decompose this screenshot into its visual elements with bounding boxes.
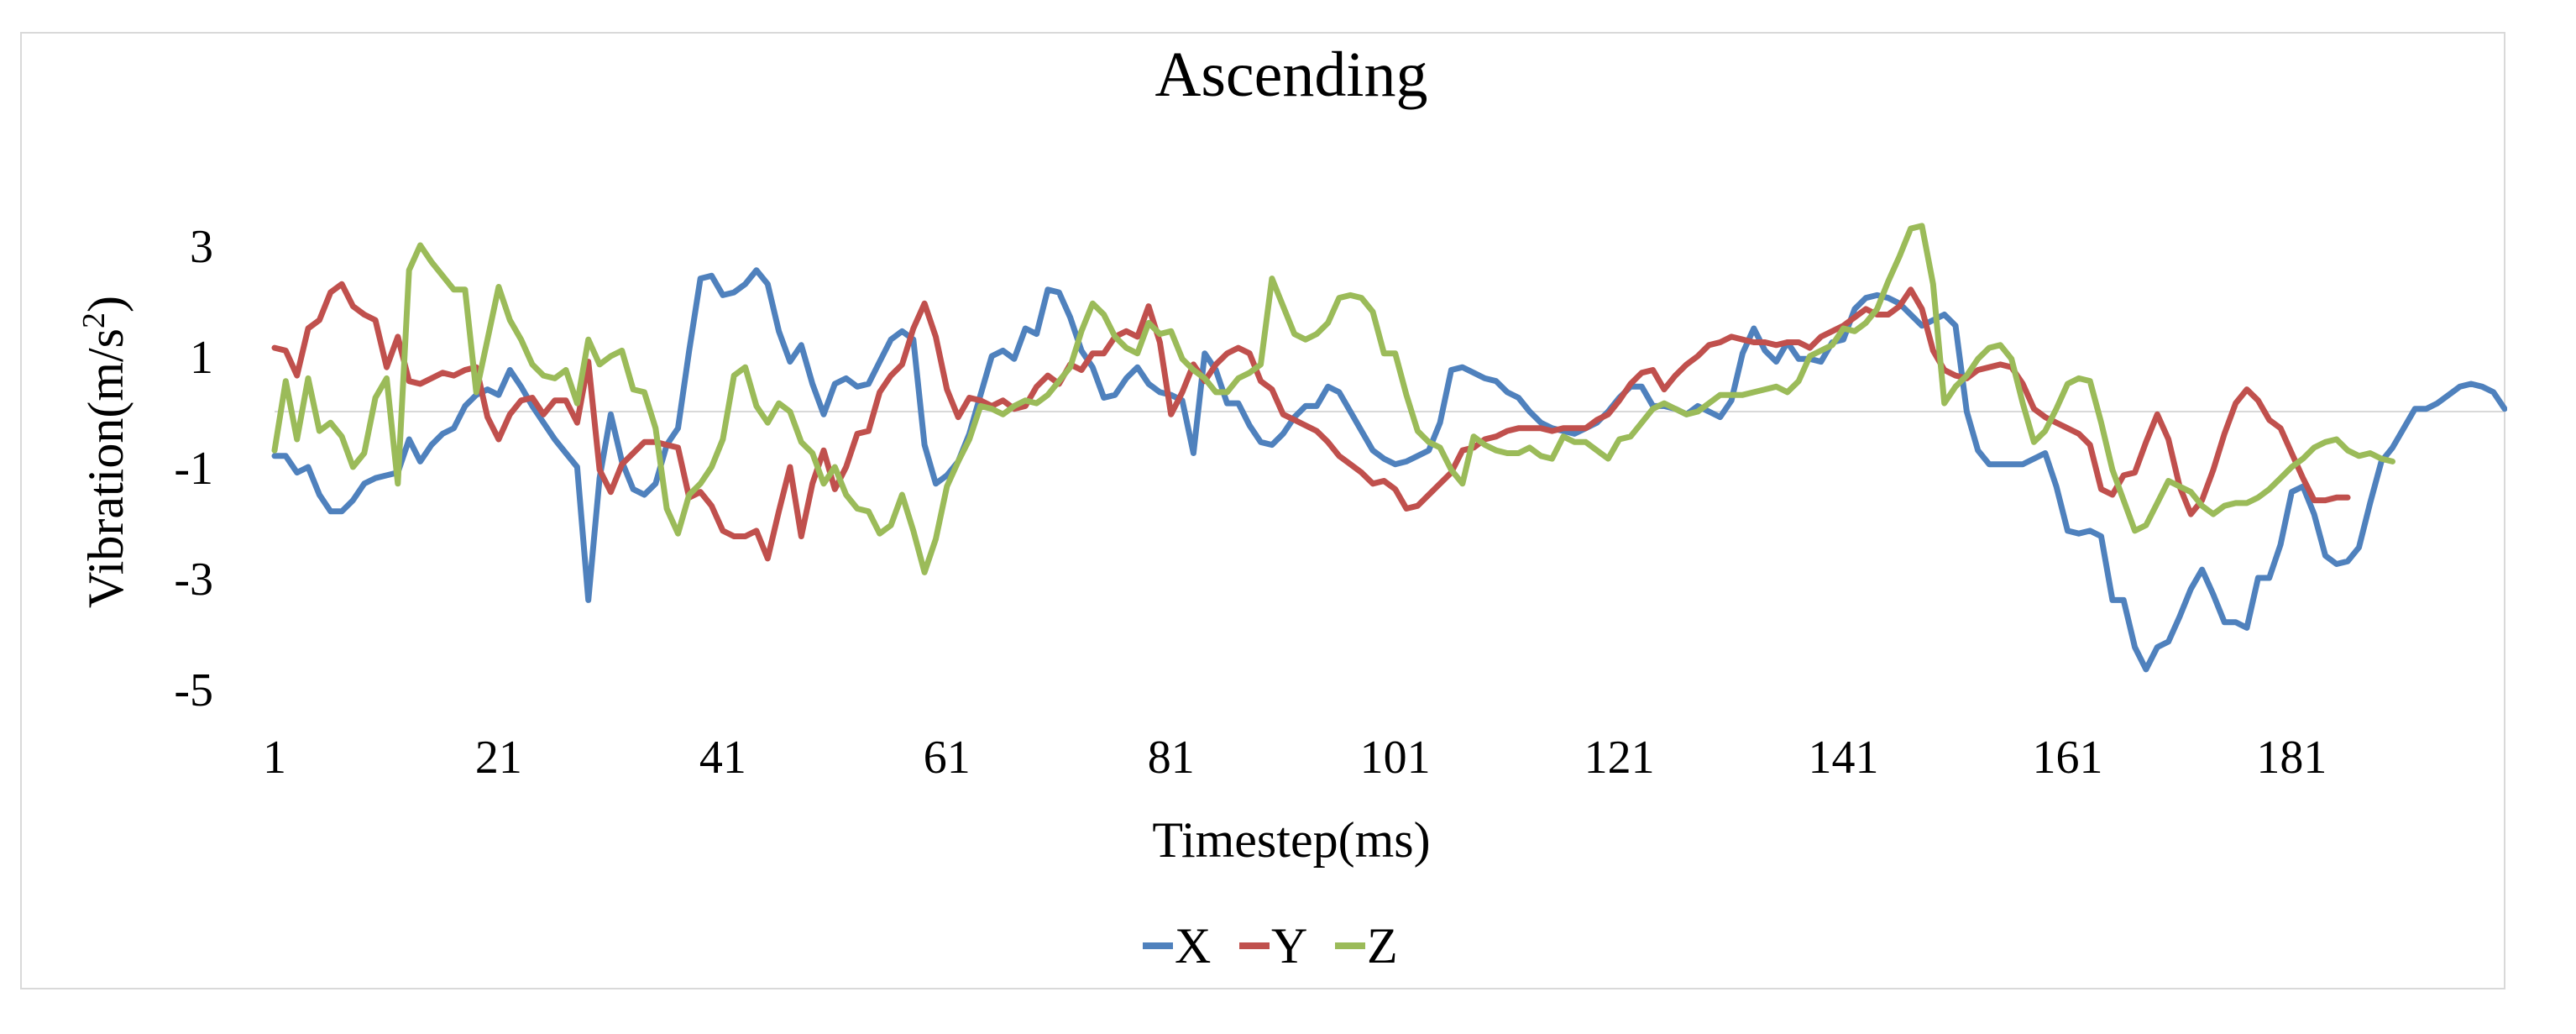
legend-label-x: X bbox=[1175, 918, 1211, 974]
legend-label-z: Z bbox=[1367, 918, 1398, 974]
y-tick-label: 3 bbox=[190, 221, 213, 273]
x-tick-label: 61 bbox=[924, 732, 971, 784]
legend-label-y: Y bbox=[1271, 918, 1307, 974]
y-tick-label: -1 bbox=[174, 443, 213, 495]
x-tick-label: 81 bbox=[1148, 732, 1195, 784]
series-line-x bbox=[271, 267, 2507, 673]
y-axis-label-main: Vibration(m/s bbox=[78, 328, 134, 608]
y-tick-label: -5 bbox=[174, 664, 213, 716]
y-axis-label-close: ) bbox=[78, 296, 134, 312]
chart-title: Ascending bbox=[1154, 39, 1427, 110]
series-line-y bbox=[271, 281, 2351, 562]
x-tick-label: 41 bbox=[699, 732, 746, 784]
line-chart: Ascending Vibration(m/s2) Timestep(ms) 3… bbox=[76, 39, 2507, 974]
y-tick-label: 1 bbox=[190, 332, 213, 384]
x-tick-label: 1 bbox=[263, 732, 286, 784]
x-tick-label: 101 bbox=[1360, 732, 1431, 784]
legend: X Y Z bbox=[1143, 918, 1398, 974]
y-axis-label-superscript: 2 bbox=[76, 312, 112, 328]
x-tick-label: 181 bbox=[2256, 732, 2327, 784]
x-tick-label: 161 bbox=[2032, 732, 2102, 784]
x-tick-label: 21 bbox=[475, 732, 522, 784]
y-tick-labels: 3 1 -1 -3 -5 bbox=[174, 221, 213, 716]
x-axis-label: Timestep(ms) bbox=[1152, 812, 1430, 868]
y-axis-label: Vibration(m/s2) bbox=[76, 296, 134, 608]
series-lines bbox=[271, 223, 2507, 673]
x-tick-label: 141 bbox=[1809, 732, 1879, 784]
x-tick-labels: 1 21 41 61 81 101 121 141 161 181 bbox=[263, 732, 2327, 784]
x-tick-label: 121 bbox=[1584, 732, 1655, 784]
series-line-z bbox=[271, 223, 2395, 575]
chart-frame: Ascending Vibration(m/s2) Timestep(ms) 3… bbox=[20, 32, 2507, 989]
y-tick-label: -3 bbox=[174, 554, 213, 606]
